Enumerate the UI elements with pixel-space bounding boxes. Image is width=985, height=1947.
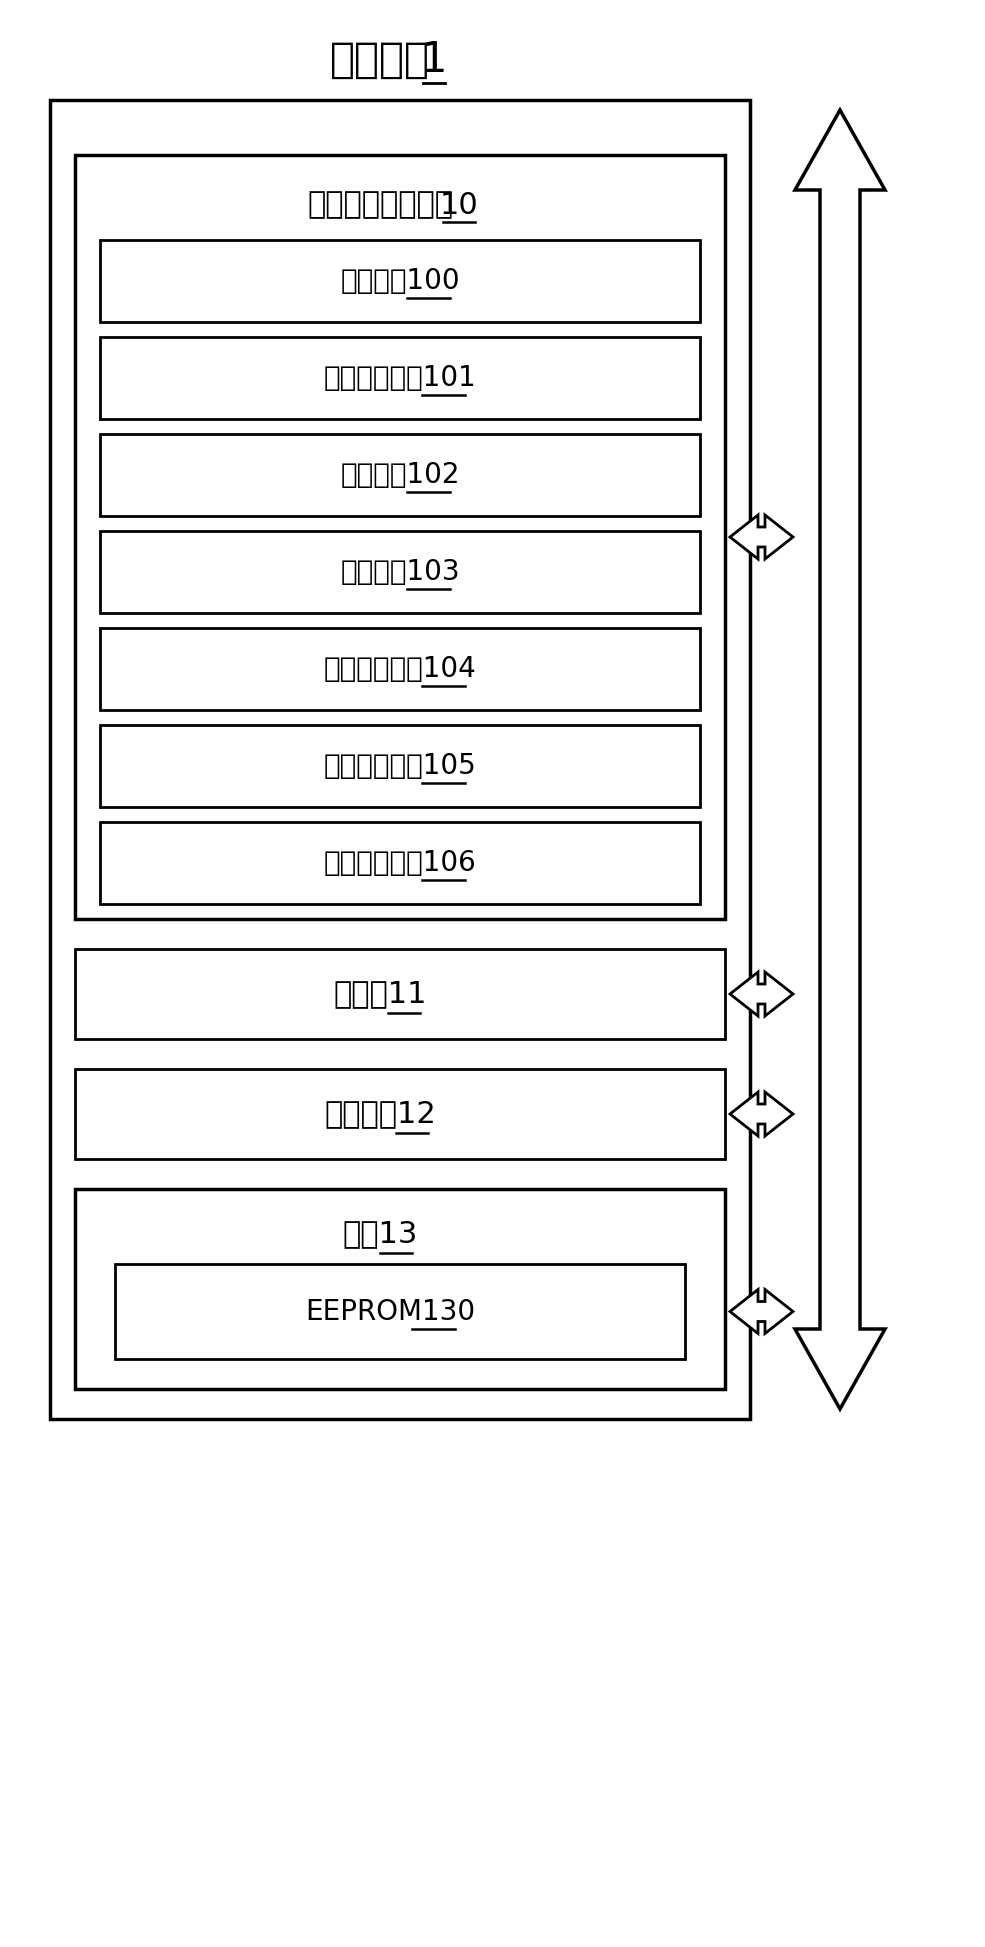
Bar (100, 629, 700, 711)
Bar (75, 1069, 725, 1158)
Text: 第二提醒模块106: 第二提醒模块106 (324, 849, 477, 876)
Text: 第一判断模块101: 第一判断模块101 (324, 364, 477, 391)
Text: 调整模块102: 调整模块102 (340, 461, 460, 489)
Bar (100, 724, 700, 806)
Bar (100, 434, 700, 516)
Bar (75, 948, 725, 1040)
Text: 设置模块103: 设置模块103 (340, 559, 460, 586)
Polygon shape (730, 516, 793, 559)
Text: 第一提醒模块105: 第一提醒模块105 (324, 752, 477, 781)
Bar (115, 1264, 685, 1359)
Bar (100, 532, 700, 613)
Polygon shape (795, 109, 885, 1410)
Text: 获取模块100: 获取模块100 (340, 267, 460, 296)
Polygon shape (730, 1092, 793, 1135)
Bar (100, 822, 700, 903)
Polygon shape (730, 1289, 793, 1334)
Polygon shape (730, 972, 793, 1016)
Text: 存储装置12: 存储装置12 (324, 1100, 436, 1129)
Text: 1: 1 (421, 39, 447, 82)
Bar (100, 337, 700, 419)
Bar (75, 156, 725, 919)
Bar (75, 1190, 725, 1388)
Text: 内存13: 内存13 (343, 1219, 418, 1248)
Text: 处理器11: 处理器11 (333, 979, 427, 1009)
Text: 内存自检修正系统: 内存自检修正系统 (307, 191, 453, 220)
Bar (50, 99, 750, 1419)
Text: 第二判断模块104: 第二判断模块104 (324, 654, 477, 683)
Text: 电子设备: 电子设备 (330, 39, 430, 82)
Bar (100, 239, 700, 321)
Text: 10: 10 (440, 191, 479, 220)
Text: EEPROM130: EEPROM130 (305, 1297, 475, 1326)
